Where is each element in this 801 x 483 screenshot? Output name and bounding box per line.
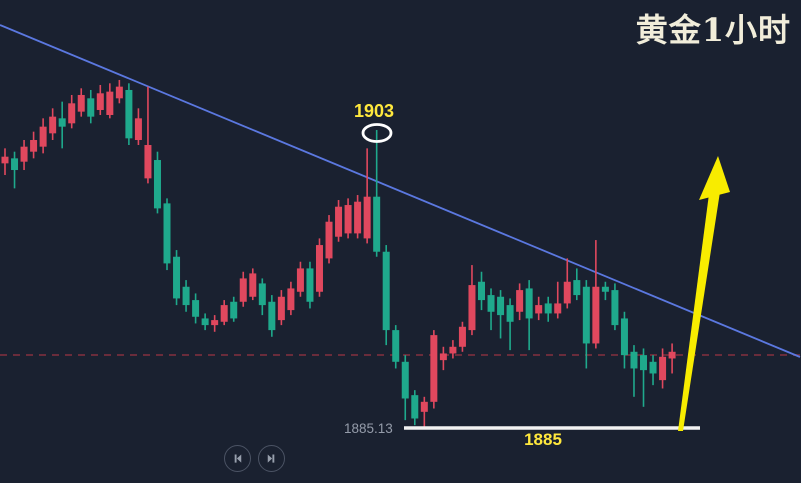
candle <box>325 215 333 264</box>
up-arrow-shaft <box>678 192 720 431</box>
candle <box>106 83 114 119</box>
candle <box>506 298 514 351</box>
candle <box>39 118 47 154</box>
candle <box>277 290 285 326</box>
candle <box>401 355 409 421</box>
candle <box>182 280 190 312</box>
candle <box>468 265 476 336</box>
candle <box>173 250 181 306</box>
candle <box>420 396 428 427</box>
candle <box>344 198 352 239</box>
candle <box>315 238 323 297</box>
candle <box>487 288 495 331</box>
skip-to-end-button[interactable] <box>258 445 285 472</box>
last-price-label: 1885.13 <box>344 421 393 436</box>
candle <box>239 271 247 307</box>
candle <box>11 151 19 189</box>
candle <box>392 325 400 369</box>
candle <box>382 245 390 346</box>
candle <box>449 340 457 359</box>
candle <box>296 261 304 297</box>
candle <box>268 295 276 337</box>
candle <box>230 296 238 322</box>
candle <box>125 83 133 146</box>
candle <box>411 390 419 426</box>
candle <box>220 300 228 326</box>
candle <box>211 315 219 332</box>
candle <box>373 130 381 257</box>
candle <box>335 200 343 242</box>
candle <box>640 348 648 407</box>
candle <box>439 346 447 371</box>
candle <box>354 195 362 239</box>
candle <box>563 258 571 309</box>
candle <box>516 283 524 321</box>
candle <box>601 281 609 301</box>
candle <box>49 108 57 141</box>
candle <box>620 311 628 369</box>
peak-price-label: 1903 <box>353 101 395 121</box>
candle <box>163 198 171 271</box>
candle <box>258 278 266 316</box>
candle <box>1 148 9 176</box>
replay-controls <box>224 445 285 472</box>
candle <box>659 348 667 389</box>
candle <box>287 281 295 316</box>
candle <box>668 343 676 374</box>
candle <box>535 296 543 321</box>
candle <box>134 108 142 146</box>
candle <box>58 101 66 149</box>
candle <box>363 148 371 244</box>
up-arrow-head <box>699 156 730 200</box>
candle <box>497 290 505 339</box>
candle <box>306 261 314 309</box>
skip-to-start-icon <box>230 451 245 466</box>
candle <box>582 280 590 369</box>
candle <box>30 131 38 159</box>
candle <box>611 283 619 331</box>
candle <box>592 240 600 349</box>
candle <box>573 268 581 301</box>
candle <box>554 281 562 319</box>
candle <box>430 330 438 409</box>
candle <box>458 321 466 352</box>
skip-to-start-button[interactable] <box>224 445 251 472</box>
chart-title: 黄金1小时 <box>635 11 791 49</box>
trendline <box>0 24 801 358</box>
candle <box>649 355 657 386</box>
candle <box>77 88 85 117</box>
candle <box>192 293 200 324</box>
skip-to-end-icon <box>264 451 279 466</box>
candle <box>544 296 552 322</box>
candle <box>87 89 95 124</box>
candle <box>153 151 161 214</box>
candle <box>201 313 209 331</box>
candle <box>144 86 152 184</box>
candle <box>478 271 485 311</box>
candle <box>68 94 76 129</box>
candle <box>96 84 104 115</box>
candle <box>20 140 28 171</box>
peak-oval <box>361 123 393 143</box>
candle <box>630 345 638 397</box>
candle <box>249 268 257 301</box>
candle <box>115 79 123 104</box>
candle <box>525 280 533 351</box>
support-price-label: 1885 <box>524 430 562 449</box>
